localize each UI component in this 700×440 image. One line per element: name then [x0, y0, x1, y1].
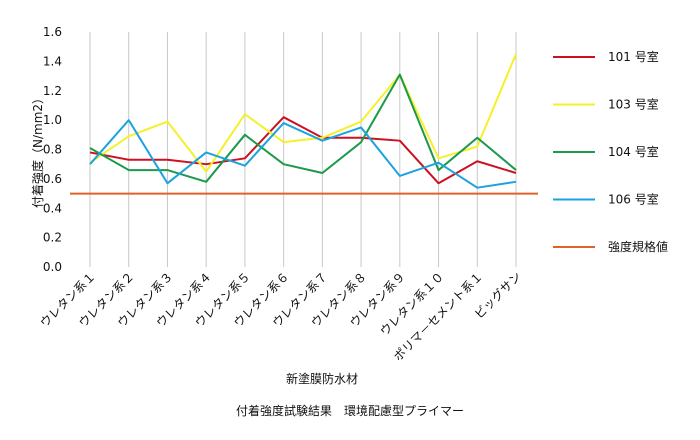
series-line-2 [89, 53, 517, 173]
x-axis: ウレタン系１ウレタン系２ウレタン系３ウレタン系４ウレタン系５ウレタン系６ウレタン… [37, 269, 524, 364]
y-tick-label: 0.8 [43, 143, 62, 157]
y-tick-label: 0.0 [43, 260, 62, 274]
y-axis-label: 付着強度（N/mm2） [30, 92, 45, 208]
legend-label-3: 104 号室 [608, 144, 659, 159]
legend-label-2: 103 号室 [608, 97, 659, 112]
legend-label-5: 強度規格値 [608, 239, 668, 254]
x-axis-label: 新塗膜防水材 [286, 371, 358, 386]
legend-label-4: 106 号室 [608, 192, 659, 207]
y-axis: 0.0 0.2 0.4 0.6 0.8 1.0 1.2 1.4 1.6 [43, 25, 62, 274]
series-line-4 [89, 119, 517, 189]
y-tick-label: 1.0 [43, 113, 62, 127]
chart-caption: 付着強度試験結果 環境配慮型プライマー [235, 404, 464, 418]
series-line-3 [89, 73, 517, 183]
y-tick-label: 1.4 [43, 54, 62, 68]
series-lines [89, 53, 517, 189]
legend-label-1: 101 号室 [608, 49, 659, 64]
series-line-1 [89, 116, 517, 185]
vertical-gridlines [89, 32, 517, 267]
y-tick-label: 0.4 [43, 201, 62, 215]
y-tick-label: 1.2 [43, 84, 62, 98]
y-tick-label: 0.6 [43, 172, 62, 186]
y-tick-label: 1.6 [43, 25, 62, 39]
y-tick-label: 0.2 [43, 231, 62, 245]
